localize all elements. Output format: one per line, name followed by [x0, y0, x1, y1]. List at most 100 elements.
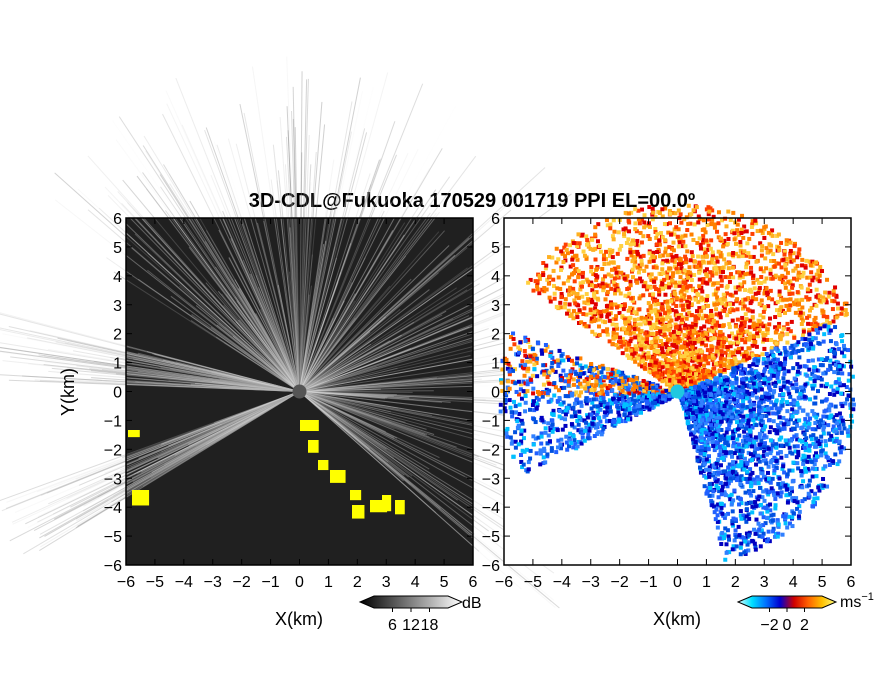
velocity-approaching-cell — [726, 209, 731, 214]
snr-beam — [111, 391, 300, 503]
velocity-receding-cell — [790, 524, 795, 529]
velocity-receding-cell — [744, 519, 749, 524]
velocity-approaching-cell — [559, 295, 564, 300]
snr-beam — [0, 350, 300, 392]
velocity-approaching-cell — [680, 319, 685, 324]
velocity-approaching-cell — [792, 301, 797, 306]
velocity-receding-cell — [781, 464, 786, 469]
velocity-approaching-cell — [631, 241, 636, 246]
snr-beam — [299, 101, 323, 392]
velocity-approaching-cell — [689, 313, 694, 318]
velocity-approaching-cell — [675, 359, 680, 364]
velocity-approaching-cell — [738, 240, 743, 245]
velocity-approaching-cell — [814, 272, 819, 277]
velocity-approaching-cell — [701, 305, 706, 310]
velocity-receding-cell — [741, 443, 746, 448]
velocity-approaching-cell — [724, 337, 729, 342]
velocity-approaching-cell — [730, 351, 735, 356]
snr-beam — [138, 278, 300, 392]
snr-beam — [299, 237, 470, 392]
velocity-receding-cell — [744, 383, 749, 388]
snr-beam — [205, 127, 300, 392]
velocity-receding-cell — [794, 382, 799, 387]
velocity-receding-cell — [766, 411, 771, 416]
velocity-approaching-cell — [702, 363, 707, 368]
velocity-approaching-cell — [652, 336, 657, 341]
velocity-approaching-cell — [595, 274, 600, 279]
velocity-approaching-cell — [675, 372, 680, 377]
velocity-approaching-cell — [693, 346, 698, 351]
velocity-receding-cell — [743, 426, 748, 431]
velocity-receding-cell — [759, 409, 764, 414]
snr-beam — [222, 210, 300, 392]
snr-beam — [299, 300, 356, 392]
snr-beam — [299, 105, 456, 392]
velocity-approaching-cell — [807, 259, 812, 264]
velocity-approaching-cell — [652, 284, 657, 289]
velocity-approaching-cell — [677, 350, 682, 355]
velocity-receding-cell — [790, 515, 795, 520]
velocity-receding-cell — [787, 468, 792, 473]
velocity-receding-cell — [842, 347, 847, 352]
velocity-receding-cell — [745, 389, 750, 394]
velocity-approaching-cell — [652, 353, 657, 358]
snr-beam — [291, 110, 300, 392]
velocity-receding-cell — [726, 402, 731, 407]
velocity-approaching-cell — [674, 266, 679, 271]
velocity-receding-cell — [727, 468, 732, 473]
velocity-receding-cell — [714, 415, 719, 420]
velocity-receding-cell — [850, 374, 855, 379]
velocity-approaching-cell — [748, 254, 753, 259]
velocity-receding-cell — [815, 496, 820, 501]
velocity-approaching-cell — [791, 251, 796, 256]
velocity-approaching-cell — [738, 324, 743, 329]
snr-beam — [299, 340, 391, 392]
velocity-approaching-cell — [601, 329, 606, 334]
velocity-approaching-cell — [709, 337, 714, 342]
velocity-approaching-cell — [720, 301, 725, 306]
velocity-receding-cell — [779, 420, 784, 425]
velocity-approaching-cell — [718, 330, 723, 335]
velocity-receding-cell — [756, 453, 761, 458]
velocity-receding-cell — [751, 413, 756, 418]
velocity-receding-cell — [734, 386, 739, 391]
snr-beam — [36, 391, 300, 493]
velocity-receding-cell — [743, 371, 748, 376]
velocity-receding-cell — [754, 437, 759, 442]
velocity-receding-cell — [771, 411, 776, 416]
velocity-approaching-cell — [738, 282, 743, 287]
velocity-approaching-cell — [614, 332, 619, 337]
snr-beam — [121, 352, 300, 392]
snr-beam — [145, 188, 300, 392]
velocity-approaching-cell — [574, 267, 579, 272]
velocity-receding-cell — [767, 430, 772, 435]
velocity-approaching-cell — [734, 251, 739, 256]
velocity-receding-cell — [743, 490, 748, 495]
velocity-approaching-cell — [741, 235, 746, 240]
velocity-receding-cell — [769, 406, 774, 411]
velocity-approaching-cell — [795, 290, 800, 295]
velocity-approaching-cell — [702, 337, 707, 342]
velocity-approaching-cell — [671, 329, 676, 334]
velocity-receding-cell — [803, 420, 808, 425]
snr-beam — [299, 164, 312, 392]
velocity-approaching-cell — [804, 295, 809, 300]
velocity-receding-cell — [733, 528, 738, 533]
velocity-approaching-cell — [682, 359, 687, 364]
velocity-approaching-cell — [724, 224, 729, 229]
velocity-receding-cell — [761, 523, 766, 528]
velocity-approaching-cell — [613, 288, 618, 293]
velocity-receding-cell — [726, 418, 731, 423]
velocity-approaching-cell — [705, 336, 710, 341]
velocity-receding-cell — [757, 494, 762, 499]
velocity-approaching-cell — [695, 241, 700, 246]
velocity-approaching-cell — [766, 230, 771, 235]
velocity-receding-cell — [692, 430, 697, 435]
velocity-approaching-cell — [770, 297, 775, 302]
velocity-approaching-cell — [827, 320, 832, 325]
velocity-approaching-cell — [779, 305, 784, 310]
velocity-approaching-cell — [699, 358, 704, 363]
velocity-approaching-cell — [683, 244, 688, 249]
velocity-approaching-cell — [665, 274, 670, 279]
snr-beam — [207, 377, 300, 392]
